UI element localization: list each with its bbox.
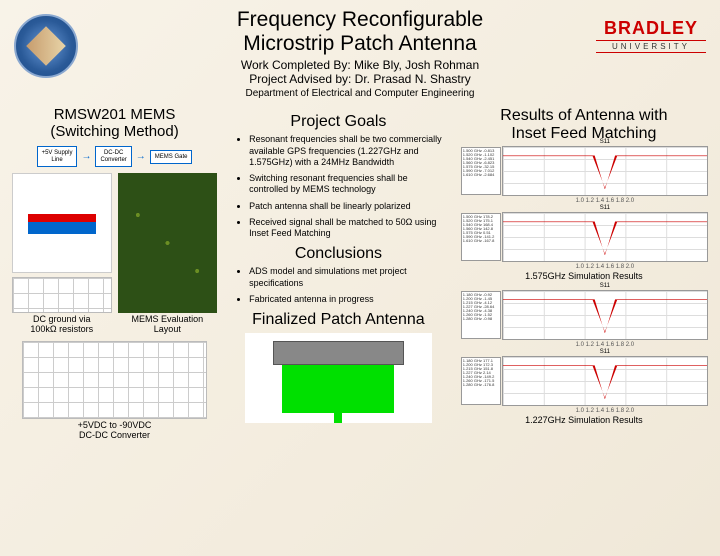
- mems-cross-section-figure: [12, 173, 112, 273]
- department-line: Department of Electrical and Computer En…: [0, 88, 720, 99]
- goal-item: Resonant frequencies shall be two commer…: [249, 134, 446, 168]
- arrow-icon: →: [136, 151, 146, 162]
- middle-column: Project Goals Resonant frequencies shall…: [225, 107, 452, 441]
- patch-feed: [334, 405, 342, 423]
- poster-title-line1: Frequency Reconfigurable: [0, 8, 720, 32]
- conclusions-title: Conclusions: [225, 245, 452, 263]
- patch-antenna-figure: [245, 333, 432, 423]
- graph-set-1227: S11 1.180 GHz -0.921.200 GHz -1.451.215 …: [460, 290, 708, 426]
- x-axis-ticks: 1.0 1.2 1.4 1.6 1.8 2.0: [502, 198, 708, 204]
- graph-data-table: 1.500 GHz -0.8131.520 GHz -1.1021.540 GH…: [461, 147, 501, 195]
- graph-set-1575: S11 1.500 GHz -0.8131.520 GHz -1.1021.54…: [460, 146, 708, 282]
- s11-magnitude-graph-1227: S11 1.180 GHz -0.921.200 GHz -1.451.215 …: [502, 290, 708, 340]
- block-converter: DC-DCConverter: [95, 146, 131, 167]
- graph-title-label: S11: [503, 205, 707, 211]
- x-axis-ticks: 1.0 1.2 1.4 1.6 1.8 2.0: [502, 408, 708, 414]
- dcdc-converter-circuit-figure: [22, 341, 207, 419]
- graph-data-table: 1.500 GHz 178.21.520 GHz 175.11.540 GHz …: [461, 213, 501, 261]
- mems-image-row: DC ground via100kΩ resistors MEMS Evalua…: [12, 173, 217, 335]
- block-diagram: +5V SupplyLine → DC-DCConverter → MEMS G…: [12, 146, 217, 167]
- mems-section-title: RMSW201 MEMS (Switching Method): [12, 107, 217, 140]
- sim-1575-caption: 1.575GHz Simulation Results: [460, 272, 708, 282]
- advisor-line: Project Advised by: Dr. Prasad N. Shastr…: [0, 72, 720, 86]
- graph-title-label: S11: [503, 139, 707, 145]
- authors-line: Work Completed By: Mike Bly, Josh Rohman: [0, 58, 720, 72]
- x-axis-ticks: 1.0 1.2 1.4 1.6 1.8 2.0: [502, 264, 708, 270]
- patch-top-layer: [273, 341, 404, 365]
- graph-data-table: 1.180 GHz 177.11.200 GHz 172.31.215 GHz …: [461, 357, 501, 405]
- results-title: Results of Antenna with Inset Feed Match…: [460, 107, 708, 142]
- s11-phase-graph-1227: S11 1.180 GHz 177.11.200 GHz 172.31.215 …: [502, 356, 708, 406]
- conclusion-item: Fabricated antenna in progress: [249, 294, 446, 305]
- goal-item: Switching resonant frequencies shall be …: [249, 173, 446, 196]
- block-mems-gate: MEMS Gate: [150, 150, 193, 165]
- mems-title-line2: (Switching Method): [50, 123, 178, 140]
- s11-phase-graph-1575: S11 1.500 GHz 178.21.520 GHz 175.11.540 …: [502, 212, 708, 262]
- mems-title-line1: RMSW201 MEMS: [54, 106, 176, 123]
- final-antenna-title: Finalized Patch Antenna: [225, 311, 452, 329]
- conclusion-item: ADS model and simulations met project sp…: [249, 266, 446, 289]
- sim-1227-caption: 1.227GHz Simulation Results: [460, 416, 708, 426]
- goals-list: Resonant frequencies shall be two commer…: [225, 134, 452, 239]
- graph-data-table: 1.180 GHz -0.921.200 GHz -1.451.215 GHz …: [461, 291, 501, 339]
- dc-ground-caption: DC ground via100kΩ resistors: [12, 315, 112, 335]
- graph-title-label: S11: [503, 283, 707, 289]
- mems-layout-figure: [118, 173, 218, 313]
- conclusions-list: ADS model and simulations met project sp…: [225, 266, 452, 305]
- block-supply: +5V SupplyLine: [37, 146, 78, 167]
- s11-magnitude-graph-1575: S11 1.500 GHz -0.8131.520 GHz -1.1021.54…: [502, 146, 708, 196]
- results-title-line1: Results of Antenna with: [500, 107, 667, 124]
- left-column: RMSW201 MEMS (Switching Method) +5V Supp…: [12, 107, 217, 441]
- dc-ground-circuit-figure: [12, 277, 112, 313]
- goal-item: Received signal shall be matched to 50Ω …: [249, 217, 446, 240]
- x-axis-ticks: 1.0 1.2 1.4 1.6 1.8 2.0: [502, 342, 708, 348]
- right-column: Results of Antenna with Inset Feed Match…: [460, 107, 708, 441]
- poster-title-line2: Microstrip Patch Antenna: [0, 32, 720, 56]
- goal-item: Patch antenna shall be linearly polarize…: [249, 201, 446, 212]
- graph-title-label: S11: [503, 349, 707, 355]
- poster-columns: RMSW201 MEMS (Switching Method) +5V Supp…: [0, 103, 720, 445]
- dcdc-caption: +5VDC to -90VDCDC-DC Converter: [12, 421, 217, 441]
- poster-header: Frequency Reconfigurable Microstrip Patc…: [0, 0, 720, 103]
- goals-title: Project Goals: [225, 113, 452, 131]
- mems-layout-caption: MEMS EvaluationLayout: [118, 315, 218, 335]
- arrow-icon: →: [81, 151, 91, 162]
